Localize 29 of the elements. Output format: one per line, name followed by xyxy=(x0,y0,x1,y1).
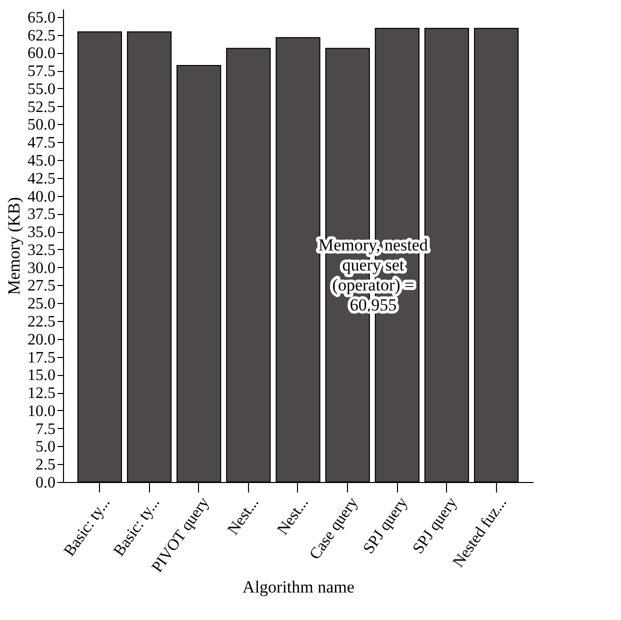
y-tick-label: 2.5 xyxy=(36,456,56,474)
y-tick-label: 52.5 xyxy=(28,98,56,116)
y-tick-label: 42.5 xyxy=(28,170,56,188)
x-axis-title: Algorithm name xyxy=(242,577,354,596)
y-tick-label: 5.0 xyxy=(36,438,56,456)
y-tick-label: 15.0 xyxy=(28,367,56,384)
y-tick-label: 62.5 xyxy=(28,27,56,44)
y-tick-label: 30.0 xyxy=(28,260,56,277)
y-tick-label: 7.5 xyxy=(36,420,56,438)
y-tick-label: 55.0 xyxy=(28,80,56,98)
y-tick-label: 27.5 xyxy=(28,278,56,295)
y-tick-label: 12.5 xyxy=(28,385,56,402)
y-axis-title: Memory (KB) xyxy=(4,197,24,295)
y-tick-label: 10.0 xyxy=(28,402,56,420)
y-tick-label: 35.0 xyxy=(28,224,56,242)
y-tick-label: 57.5 xyxy=(28,63,56,80)
y-tick-label: 25.0 xyxy=(28,296,56,313)
y-tick-label: 0.0 xyxy=(36,474,56,492)
y-tick-label: 60.0 xyxy=(28,45,56,62)
y-tick-label: 47.5 xyxy=(28,134,56,152)
y-tick-label: 20.0 xyxy=(28,331,56,348)
y-tick-label: 22.5 xyxy=(28,313,56,330)
y-tick-label: 32.5 xyxy=(28,242,56,259)
y-tick-label: 45.0 xyxy=(28,152,56,170)
y-tick-label: 37.5 xyxy=(28,206,56,224)
y-tick-label: 40.0 xyxy=(28,188,56,206)
y-tick-label: 50.0 xyxy=(28,116,56,134)
y-tick-label: 65.0 xyxy=(28,9,56,26)
y-tick-label: 17.5 xyxy=(28,349,56,366)
